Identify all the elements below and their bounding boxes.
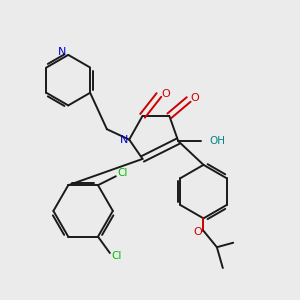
Text: N: N	[58, 47, 67, 57]
Text: N: N	[120, 135, 128, 145]
Text: Cl: Cl	[111, 251, 122, 261]
Text: Cl: Cl	[117, 168, 128, 178]
Text: O: O	[194, 227, 203, 237]
Text: O: O	[161, 88, 170, 98]
Text: OH: OH	[209, 136, 225, 146]
Text: O: O	[191, 93, 200, 103]
